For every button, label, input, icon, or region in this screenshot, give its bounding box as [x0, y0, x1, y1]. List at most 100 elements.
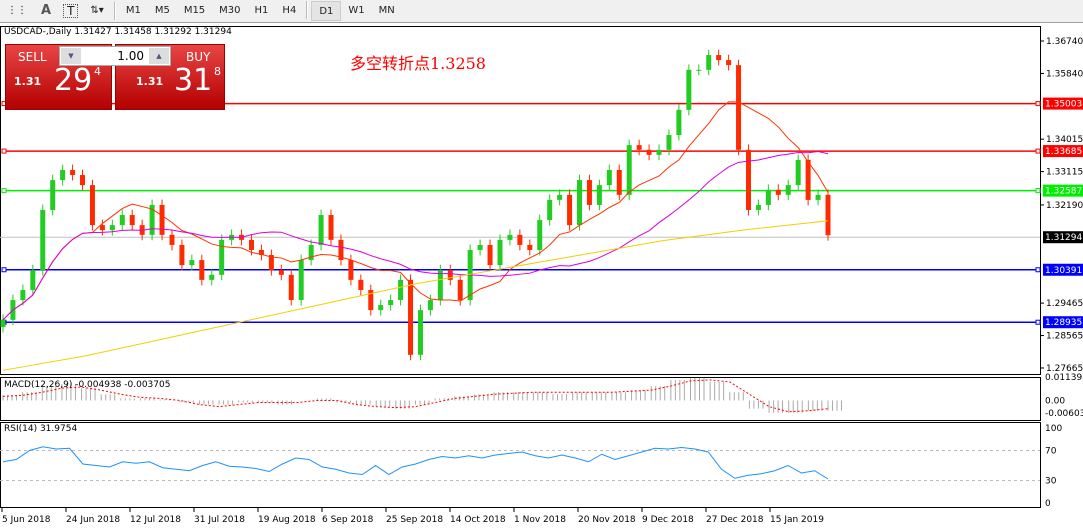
text-label-icon[interactable]: T	[63, 4, 79, 18]
candle-body	[388, 300, 394, 306]
toolbar-separator	[306, 1, 309, 19]
candle-body	[626, 145, 632, 195]
candle-body	[477, 244, 483, 250]
candle-body	[358, 279, 364, 290]
timeframe-h4[interactable]: H4	[282, 5, 297, 16]
candle-body	[408, 279, 414, 355]
y-tick-label: 1.29465	[1046, 299, 1083, 309]
rsi-label: RSI(14) 31.9754	[4, 424, 78, 434]
macd-y-label: -0.006037	[1045, 409, 1083, 419]
rsi-y-label: 0	[1045, 499, 1051, 509]
candle-body	[507, 234, 513, 240]
x-tick-label: 5 Jun 2018	[2, 515, 51, 525]
buy-price-prefix: 1.31	[136, 75, 164, 88]
candle-body	[815, 194, 821, 200]
candle-body	[785, 185, 791, 195]
lot-increase-button[interactable]: ▲	[149, 48, 169, 64]
lot-size-stepper[interactable]: ▼ 1.00 ▲	[59, 46, 171, 66]
y-tick-label: 1.34015	[1046, 135, 1083, 145]
timeframe-mn[interactable]: MN	[378, 5, 395, 16]
candle-body	[199, 260, 205, 280]
timeframe-d1[interactable]: D1	[311, 1, 342, 21]
candle-body	[99, 225, 105, 231]
candle-body	[70, 169, 76, 176]
x-tick-label: 24 Jun 2018	[66, 515, 120, 525]
sell-price-fraction: 4	[94, 65, 101, 78]
candle-body	[278, 270, 284, 275]
candle-body	[427, 300, 433, 311]
candle-body	[686, 69, 692, 110]
rsi-y-label: 30	[1045, 477, 1057, 487]
level-handle	[1035, 267, 1041, 273]
candle-body	[209, 274, 215, 280]
ohlc-values: 1.31427 1.31458 1.31292 1.31294	[74, 27, 232, 37]
timeframe-h1[interactable]: H1	[254, 5, 269, 16]
level-handle	[1035, 319, 1041, 325]
candle-body	[119, 215, 125, 226]
price-tag-label: 1.35003	[1045, 100, 1082, 110]
timeframe-w1[interactable]: W1	[348, 5, 365, 16]
timeframe-m15[interactable]: M15	[183, 5, 206, 16]
candle-body	[825, 194, 831, 236]
candle-body	[189, 260, 195, 266]
price-tag-label: 1.32587	[1045, 187, 1082, 197]
candle-body	[656, 149, 662, 155]
price-tag	[1043, 184, 1083, 197]
candle-body	[765, 189, 771, 205]
arrows-icon[interactable]: ⇅▾	[90, 5, 104, 16]
candle-body	[577, 180, 583, 226]
candle-body	[30, 270, 36, 290]
x-tick-label: 12 Jul 2018	[130, 515, 181, 525]
price-tag-label: 1.31294	[1045, 233, 1082, 243]
candle-body	[596, 185, 602, 205]
candle-body	[40, 209, 46, 271]
price-tag-label: 1.28935	[1045, 318, 1082, 328]
level-handle	[1035, 101, 1041, 107]
candle-body	[268, 255, 274, 271]
timeframe-m5[interactable]: M5	[154, 5, 170, 16]
chart-title: USDCAD-,Daily 1.31427 1.31458 1.31292 1.…	[4, 27, 232, 37]
candle-body	[606, 169, 612, 186]
price-tag	[1043, 145, 1083, 158]
macd-label: MACD(12,26,9) -0.004938 -0.003705	[4, 380, 171, 390]
candle-body	[437, 270, 443, 301]
timeframe-group: M1 M5 M15 M30 H1 H4 D1 W1 MN	[119, 1, 402, 21]
candle-body	[447, 270, 453, 280]
price-chart[interactable]: 1.36740 1.35840 1.34015 1.33115 1.32190 1.294…	[0, 24, 1083, 528]
timeframe-m30[interactable]: M30	[219, 5, 241, 16]
grid-icon[interactable]: ⋮⋮	[7, 5, 27, 16]
y-tick-label: 1.28565	[1046, 332, 1083, 342]
candle-body	[179, 244, 185, 266]
lot-size-input[interactable]: 1.00	[117, 49, 144, 63]
candle-body	[50, 180, 56, 210]
text-icon[interactable]: A	[41, 3, 52, 18]
timeframe-m1[interactable]: M1	[125, 5, 141, 16]
pivot-annotation: 多空转折点1.3258	[350, 54, 486, 73]
rsi-line	[2, 446, 829, 480]
price-tag	[1043, 316, 1083, 329]
buy-price-pips: 31	[174, 63, 213, 98]
candle-body	[159, 204, 165, 235]
candle-body	[109, 225, 115, 231]
candle-body	[89, 185, 95, 226]
candle-body	[586, 180, 592, 205]
toolbar: ⋮⋮ A T ⇅▾ M1 M5 M15 M30 H1 H4 D1 W1 MN	[0, 0, 1083, 23]
candle-body	[298, 260, 304, 301]
candle-body	[80, 175, 86, 186]
candle-body	[60, 169, 66, 181]
candle-body	[567, 194, 573, 226]
price-tag	[1043, 263, 1083, 276]
candle-body	[616, 169, 622, 195]
candle-body	[288, 274, 294, 301]
sell-label: SELL	[18, 50, 47, 64]
y-tick-label: 1.33115	[1046, 168, 1083, 178]
candle-body	[398, 279, 404, 301]
x-tick-label: 6 Sep 2018	[322, 515, 374, 525]
x-tick-label: 25 Sep 2018	[386, 515, 443, 525]
candle-body	[457, 279, 463, 301]
x-tick-label: 15 Jan 2019	[770, 515, 824, 525]
candle-body	[318, 215, 324, 245]
lot-decrease-button[interactable]: ▼	[61, 48, 81, 64]
moving-average-mid	[2, 151, 829, 321]
moving-average-fast	[2, 101, 829, 321]
